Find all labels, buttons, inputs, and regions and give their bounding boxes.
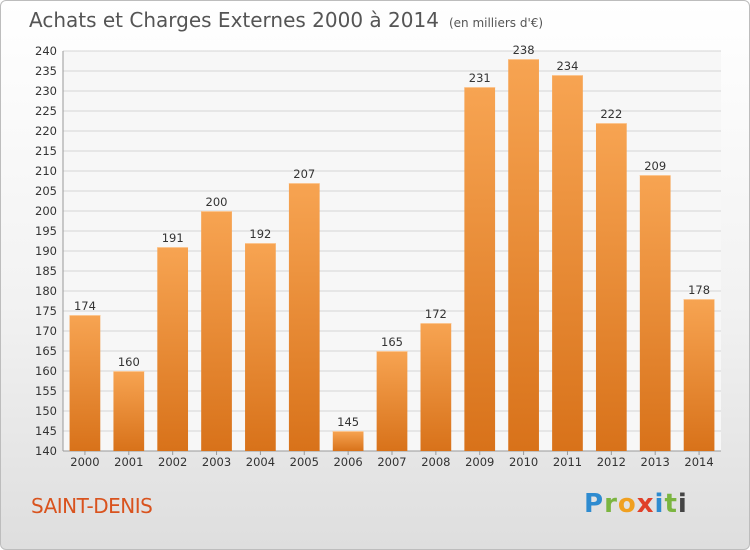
bar-value-label: 191 <box>162 231 184 245</box>
bar-value-label: 231 <box>469 71 491 85</box>
bar <box>157 247 189 451</box>
x-tick-label: 2006 <box>333 455 362 469</box>
y-tick-label: 175 <box>35 304 57 318</box>
y-tick-label: 150 <box>35 404 57 418</box>
bar-value-label: 209 <box>644 159 666 173</box>
x-tick-label: 2012 <box>597 455 626 469</box>
logo-letter: x <box>636 489 655 519</box>
y-tick-label: 155 <box>35 384 57 398</box>
y-tick-label: 160 <box>35 364 57 378</box>
x-tick-label: 2011 <box>553 455 582 469</box>
y-tick-label: 225 <box>35 104 57 118</box>
y-tick-label: 235 <box>35 64 57 78</box>
y-tick-label: 180 <box>35 284 57 298</box>
chart-title: Achats et Charges Externes 2000 à 2014 (e… <box>29 8 543 32</box>
y-tick-label: 165 <box>35 344 57 358</box>
bar <box>376 351 408 451</box>
logo-letter: o <box>617 489 637 519</box>
y-tick-label: 190 <box>35 244 57 258</box>
bar <box>420 323 452 451</box>
x-tick-label: 2005 <box>290 455 319 469</box>
bar-value-label: 222 <box>600 107 622 121</box>
bar <box>113 371 145 451</box>
y-tick-label: 220 <box>35 124 57 138</box>
y-tick-label: 205 <box>35 184 57 198</box>
y-tick-label: 185 <box>35 264 57 278</box>
x-tick-label: 2003 <box>202 455 231 469</box>
bar-value-label: 238 <box>513 43 535 57</box>
value-labels: 174 160 191 200 192 207 145 165 172 231 238 234 222 2… <box>74 43 710 429</box>
bar <box>683 299 715 451</box>
logo-letter: r <box>604 489 618 519</box>
chart-subtitle: (en milliers d'€) <box>448 16 544 30</box>
x-tick-label: 2001 <box>114 455 143 469</box>
bar-value-label: 174 <box>74 299 96 313</box>
bar-value-label: 172 <box>425 307 447 321</box>
y-tick-labels: 140 145 150 155 160 165 170 175 180 185 190 195 200 2… <box>35 44 57 458</box>
logo-letter: i <box>654 489 665 519</box>
bar-value-label: 192 <box>249 227 271 241</box>
x-tick-label: 2009 <box>465 455 494 469</box>
x-tick-labels: 2000 2001 2002 2003 2004 2005 2006 2007 2008 2009… <box>70 451 714 469</box>
x-tick-label: 2002 <box>158 455 187 469</box>
x-tick-label: 2007 <box>377 455 406 469</box>
bar <box>552 75 583 451</box>
bar-value-label: 160 <box>118 355 140 369</box>
logo-letter: t <box>664 489 678 519</box>
bar <box>245 243 276 451</box>
bar <box>288 183 320 451</box>
y-tick-label: 240 <box>35 44 57 58</box>
y-tick-label: 140 <box>35 444 57 458</box>
x-tick-label: 2004 <box>246 455 275 469</box>
bar <box>508 59 539 451</box>
proxiti-logo: Proxiti <box>584 489 688 519</box>
y-tick-label: 215 <box>35 144 57 158</box>
bar <box>332 431 364 451</box>
x-tick-label: 2014 <box>684 455 713 469</box>
y-tick-label: 170 <box>35 324 57 338</box>
bar-value-label: 178 <box>688 283 710 297</box>
x-tick-label: 2010 <box>509 455 538 469</box>
bar <box>639 175 671 451</box>
bar <box>464 87 496 451</box>
x-tick-label: 2013 <box>641 455 670 469</box>
y-tick-label: 195 <box>35 224 57 238</box>
bar <box>595 123 627 451</box>
bar-value-label: 145 <box>337 415 359 429</box>
y-tick-label: 145 <box>35 424 57 438</box>
y-tick-label: 210 <box>35 164 57 178</box>
chart-title-text: Achats et Charges Externes 2000 à 2014 <box>29 8 439 32</box>
logo-letter: i <box>677 489 688 519</box>
bar-value-label: 165 <box>381 335 403 349</box>
bar-value-label: 207 <box>293 167 315 181</box>
bar-value-label: 200 <box>206 195 228 209</box>
x-tick-label: 2000 <box>70 455 99 469</box>
place-name: SAINT-DENIS <box>31 494 153 518</box>
x-tick-label: 2008 <box>421 455 450 469</box>
y-tick-label: 230 <box>35 84 57 98</box>
bar <box>201 211 232 451</box>
bar-value-label: 234 <box>556 59 578 73</box>
logo-letter: P <box>584 489 605 519</box>
bars <box>69 59 715 451</box>
bar <box>69 315 101 451</box>
y-tick-label: 200 <box>35 204 57 218</box>
